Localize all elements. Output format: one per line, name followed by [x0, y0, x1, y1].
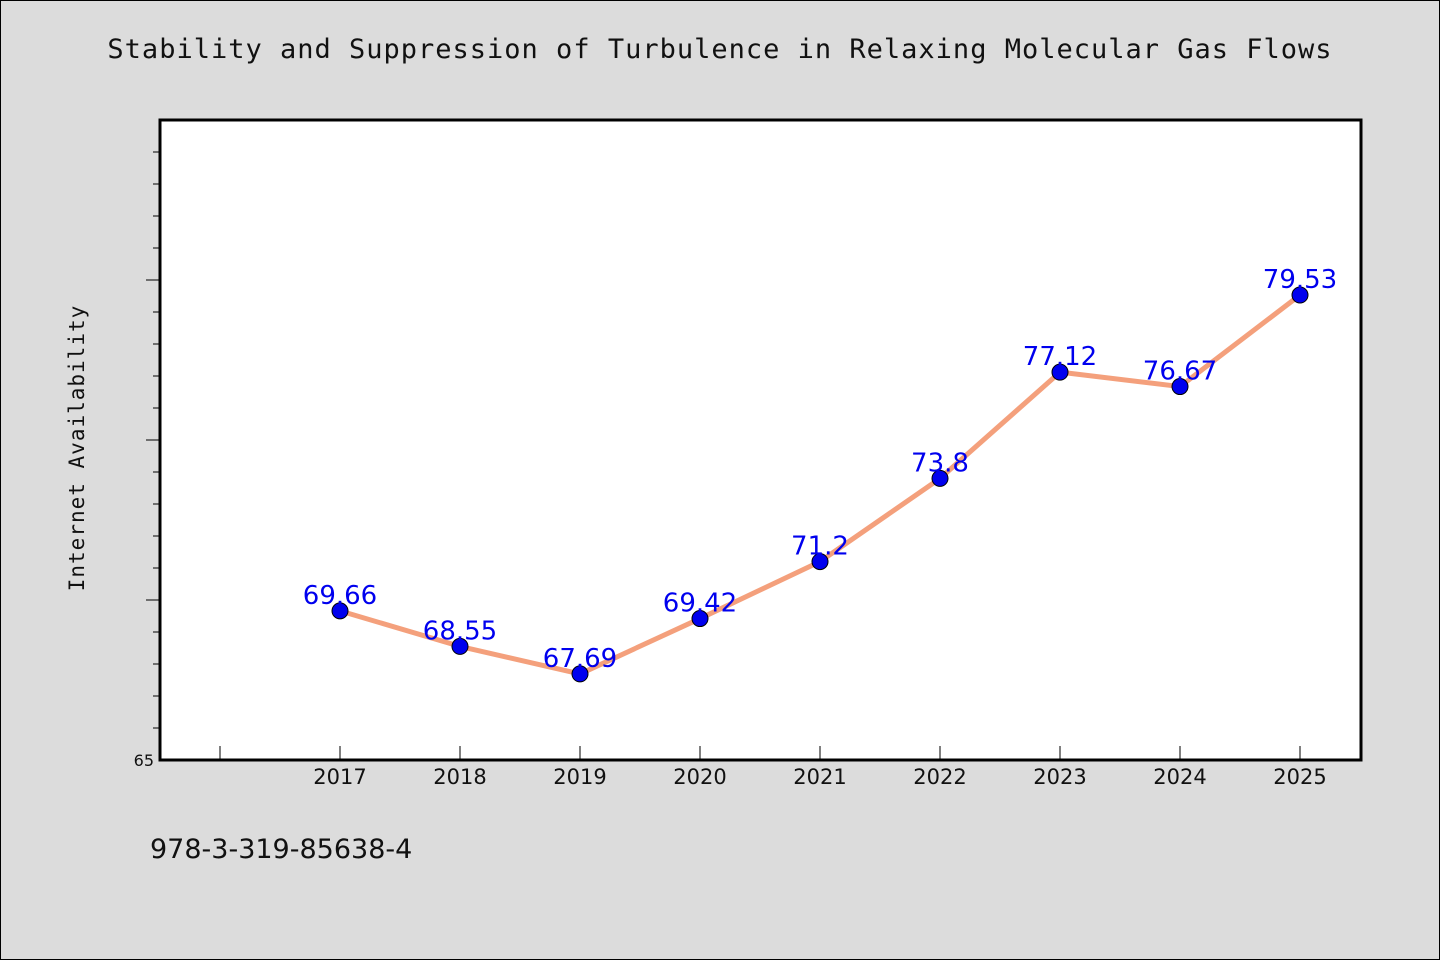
data-label: 71.2 [791, 532, 849, 562]
data-point [1051, 363, 1069, 381]
y-axis-label: Internet Availability [65, 305, 89, 592]
data-point [811, 553, 829, 571]
data-point [331, 602, 349, 620]
data-label: 69.66 [303, 581, 377, 611]
chart-title: Stability and Suppression of Turbulence … [107, 34, 1333, 65]
x-tick-label: 2025 [1273, 765, 1326, 789]
data-point [1171, 378, 1189, 396]
y-axis-ticks: 65 [134, 151, 160, 770]
x-tick-label: 2022 [913, 765, 966, 789]
data-point [691, 610, 709, 628]
x-tick-label: 2023 [1033, 765, 1086, 789]
series-layer: 69.66 68.55 67.69 69.42 71.2 73.8 77.12 76.67 79… [303, 265, 1337, 683]
x-tick-label: 2019 [553, 765, 606, 789]
data-label: 73.8 [911, 448, 969, 478]
plot-area [158, 118, 1363, 762]
data-label: 77.12 [1023, 342, 1097, 372]
y-tick-label: 65 [134, 751, 154, 770]
x-tick-label: 2021 [793, 765, 846, 789]
footer-code: 978-3-319-85638-4 [150, 834, 413, 865]
data-label: 67.69 [543, 644, 617, 674]
x-tick-label: 2017 [313, 765, 366, 789]
x-tick-label: 2018 [433, 765, 486, 789]
x-tick-label: 2024 [1153, 765, 1206, 789]
x-axis-ticks: 2017 2018 2019 2020 2021 2022 2023 2024 2025 [219, 746, 1327, 789]
data-label: 79.53 [1263, 265, 1337, 295]
data-label: 68.55 [423, 616, 497, 646]
data-label: 69.42 [663, 589, 737, 619]
data-label: 76.67 [1143, 357, 1217, 387]
data-point [571, 665, 589, 683]
data-point [1291, 286, 1309, 304]
data-point [451, 637, 469, 655]
data-point [931, 469, 949, 487]
x-tick-label: 2020 [673, 765, 726, 789]
